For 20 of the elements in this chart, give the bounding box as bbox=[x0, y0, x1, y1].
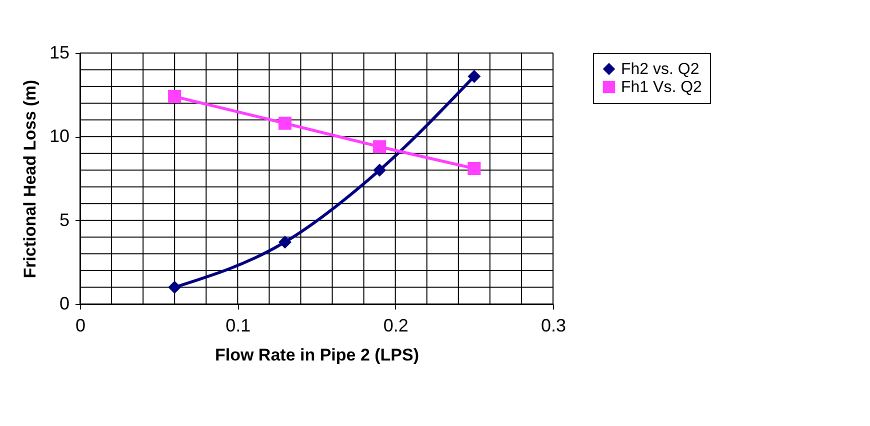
point bbox=[168, 280, 182, 294]
y-tick-label: 5 bbox=[59, 210, 70, 230]
x-tick-label: 0.1 bbox=[226, 316, 251, 336]
point bbox=[468, 162, 481, 175]
y-tick-label: 0 bbox=[59, 294, 70, 314]
x-tick-label: 0.3 bbox=[540, 316, 566, 336]
x-tick-label: 0.2 bbox=[383, 316, 408, 336]
point bbox=[278, 236, 292, 249]
point bbox=[373, 140, 386, 154]
y-axis-title: Frictional Head Loss (m) bbox=[20, 80, 40, 278]
point bbox=[468, 70, 481, 83]
y-tick-label: 10 bbox=[49, 126, 70, 146]
x-axis-title: Flow Rate in Pipe 2 (LPS) bbox=[214, 346, 420, 364]
point bbox=[373, 164, 386, 177]
legend-label: Fh1 Vs. Q2 bbox=[621, 79, 702, 96]
y-tick-label: 15 bbox=[49, 42, 70, 62]
point bbox=[278, 116, 292, 130]
legend-label: Fh2 vs. Q2 bbox=[621, 61, 700, 78]
x-tick-label: 0 bbox=[75, 316, 86, 336]
point bbox=[168, 90, 182, 104]
